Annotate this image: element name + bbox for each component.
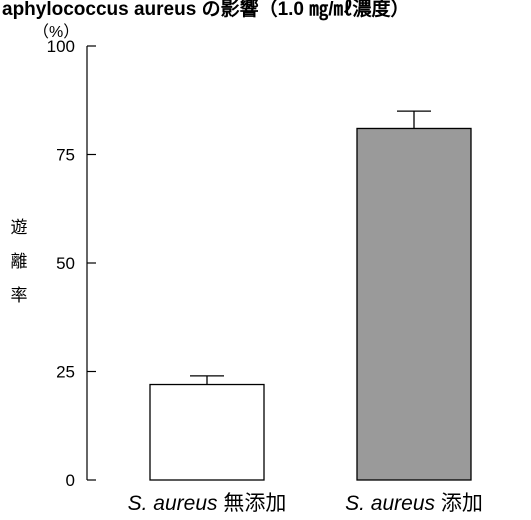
y-axis-label-char: 遊 [11, 218, 28, 237]
x-labels: S. aureus 無添加 S. aureus 添加 [128, 492, 483, 515]
y-axis-label: 遊離率 [11, 218, 28, 305]
bar [356, 127, 472, 481]
x-category-species: S. aureus [128, 492, 224, 515]
y-axis-label-char: 離 [11, 252, 28, 271]
y-tick-label: 0 [66, 471, 75, 490]
y-axis-label-char: 率 [11, 286, 28, 305]
y-ticks: 0 25 50 75 100 [47, 37, 96, 490]
y-tick-label: 100 [47, 37, 75, 56]
bars [149, 110, 472, 481]
y-axis-unit: （%） [33, 23, 79, 41]
x-category-condition: 無添加 [223, 492, 286, 515]
y-tick-label: 50 [56, 254, 75, 273]
x-category-label: S. aureus 無添加 [128, 492, 287, 515]
chart-title: aphylococcus aureus の影響（1.0 ㎎/㎖濃度） [2, 0, 410, 21]
x-category-species: S. aureus [345, 492, 441, 515]
x-category-label: S. aureus 添加 [345, 492, 483, 515]
y-tick-label: 75 [56, 146, 75, 165]
bar [149, 383, 265, 481]
x-category-condition: 添加 [441, 492, 483, 515]
y-tick-label: 25 [56, 363, 75, 382]
